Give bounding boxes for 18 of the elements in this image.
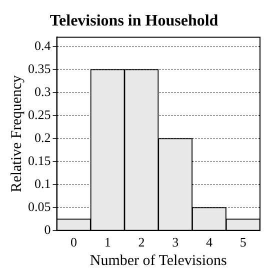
chart-title: Televisions in Household [50,12,218,30]
x-tick-label: 5 [240,234,246,250]
y-axis-title: Relative Frequency [8,74,25,192]
x-tick-label: 2 [138,234,145,250]
y-tick-label: 0 [44,222,51,237]
x-tick-label: 4 [206,234,213,250]
x-tick-label: 3 [172,234,179,250]
y-tick-label: 0.4 [34,38,52,53]
x-tick-label: 0 [70,234,77,250]
y-tick-label: 0.15 [28,152,51,168]
y-tick-label: 0.2 [34,130,51,145]
y-tick-label: 0.05 [28,198,51,214]
x-axis-title: Number of Televisions [90,252,228,269]
y-tick-label: 0.25 [28,106,51,122]
y-tick-label: 0.3 [34,84,51,99]
x-tick-label: 1 [104,234,111,250]
y-tick-label: 0.1 [34,176,51,191]
y-tick-label: 0.35 [28,60,51,76]
